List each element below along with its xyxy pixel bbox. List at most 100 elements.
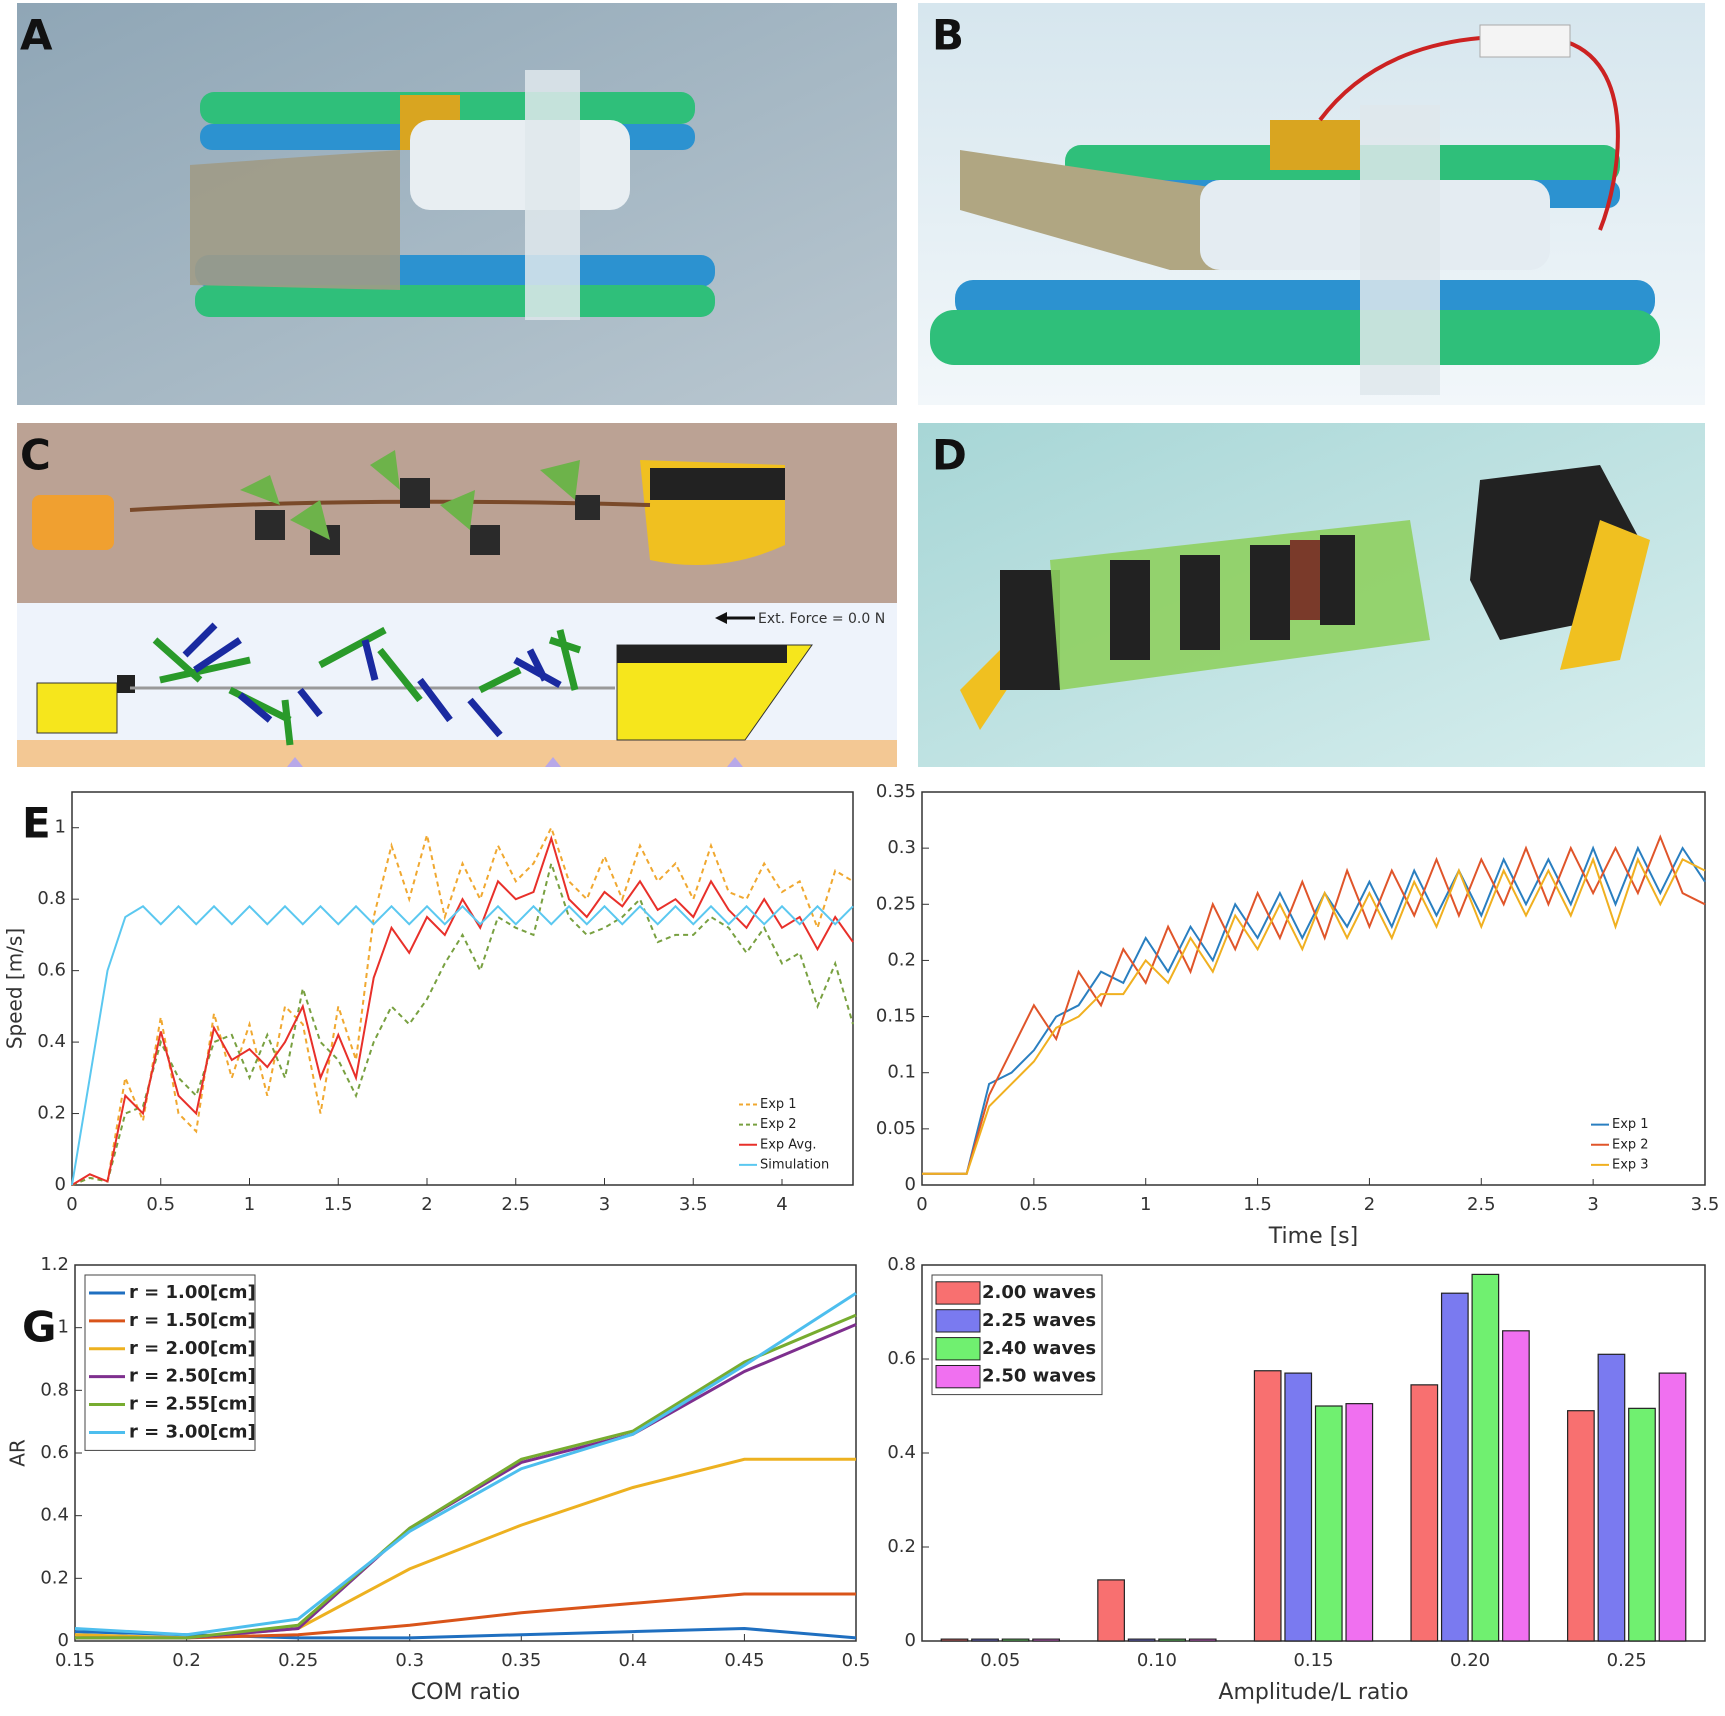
y-tick-label: 0: [905, 1174, 916, 1195]
x-tick-label: 2: [421, 1194, 432, 1215]
bar: [1658, 1372, 1687, 1642]
x-tick-label: 0.5: [146, 1194, 175, 1215]
y-tick-label: 0.3: [887, 837, 916, 858]
x-axis-label: COM ratio: [411, 1680, 520, 1705]
bar: [1314, 1405, 1343, 1642]
x-tick-label: 3: [599, 1194, 610, 1215]
bar: [1001, 1638, 1030, 1642]
y-tick-label: 0.4: [40, 1505, 69, 1526]
legend-label: r = 1.50[cm]: [129, 1310, 256, 1331]
x-tick-label: 0.35: [501, 1650, 541, 1671]
legend-label: r = 1.00[cm]: [129, 1282, 256, 1303]
x-tick-label: 1.5: [324, 1194, 353, 1215]
x-tick-label: 0.05: [980, 1650, 1020, 1671]
bar: [1471, 1273, 1500, 1642]
bar: [1345, 1403, 1374, 1642]
panel-label: A: [20, 11, 53, 60]
y-tick-label: 0.6: [887, 1348, 916, 1369]
bar: [1253, 1370, 1282, 1642]
legend-label: 2.40 waves: [982, 1338, 1096, 1359]
y-axis-label: Speed [m/s]: [3, 928, 27, 1049]
x-tick-label: 0.2: [172, 1650, 201, 1671]
y-tick-label: 0.2: [37, 1103, 66, 1124]
bar: [971, 1638, 999, 1642]
x-tick-label: 3: [1587, 1194, 1598, 1215]
y-tick-label: 0.8: [887, 1254, 916, 1275]
y-tick-label: 1: [58, 1317, 69, 1338]
data-line: [75, 1313, 857, 1640]
y-tick-label: 0.1: [887, 1062, 916, 1083]
panel-label: B: [932, 11, 964, 60]
x-tick-label: 4: [776, 1194, 787, 1215]
x-tick-label: 1: [244, 1194, 255, 1215]
x-tick-label: 0.15: [55, 1650, 95, 1671]
bar: [1597, 1353, 1626, 1642]
photo-b: [918, 3, 1705, 405]
legend-label: Exp 2: [760, 1117, 797, 1132]
x-tick-label: 2: [1364, 1194, 1375, 1215]
bar: [1158, 1638, 1187, 1642]
x-tick-label: 0.45: [724, 1650, 764, 1671]
y-tick-label: 0.2: [40, 1567, 69, 1588]
bar: [1284, 1372, 1313, 1642]
legend-swatch: [935, 1337, 981, 1361]
bar: [1188, 1638, 1217, 1642]
panel-label: D: [932, 431, 967, 480]
legend-box: [84, 1274, 256, 1451]
data-line: [74, 1291, 857, 1637]
data-line: [71, 835, 854, 1186]
legend-label: 2.00 waves: [982, 1282, 1096, 1303]
photo-c: [17, 423, 897, 603]
x-tick-label: 3.5: [1691, 1194, 1720, 1215]
bar: [940, 1638, 969, 1642]
y-tick-label: 0: [58, 1630, 69, 1651]
x-tick-label: 0: [66, 1194, 77, 1215]
y-tick-label: 1.2: [40, 1254, 69, 1275]
y-tick-label: 0.4: [37, 1031, 66, 1052]
bar: [1127, 1638, 1156, 1642]
legend-label: Simulation: [760, 1157, 829, 1172]
legend-label: Exp 1: [760, 1097, 797, 1112]
y-tick-label: 0: [905, 1630, 916, 1651]
x-tick-label: 2.5: [501, 1194, 530, 1215]
x-axis-label: Amplitude/L ratio: [1218, 1680, 1408, 1705]
legend-label: Exp 3: [1612, 1157, 1649, 1172]
x-tick-label: 1: [1140, 1194, 1151, 1215]
x-tick-label: 1.5: [1243, 1194, 1272, 1215]
legend-label: 2.25 waves: [982, 1310, 1096, 1331]
legend-label: r = 2.00[cm]: [129, 1338, 256, 1359]
y-axis-label: AR: [6, 1439, 30, 1467]
y-tick-label: 0.35: [876, 781, 916, 802]
panel-label: E: [22, 799, 51, 848]
bar: [1097, 1579, 1125, 1642]
x-tick-label: 0.15: [1293, 1650, 1333, 1671]
data-line: [71, 904, 854, 1186]
bar: [1628, 1407, 1656, 1642]
x-tick-label: 0.25: [278, 1650, 318, 1671]
bar: [1440, 1292, 1469, 1642]
y-tick-label: 0.8: [37, 888, 66, 909]
data-line: [71, 825, 854, 1186]
y-tick-label: 0.2: [887, 949, 916, 970]
panel-label: C: [20, 431, 51, 480]
x-tick-label: 0.20: [1450, 1650, 1490, 1671]
data-line: [922, 856, 1706, 1175]
x-tick-label: 3.5: [679, 1194, 708, 1215]
bar: [1502, 1330, 1530, 1642]
panel-label: G: [22, 1303, 56, 1352]
y-tick-label: 0.8: [40, 1379, 69, 1400]
y-tick-label: 0: [55, 1174, 66, 1195]
x-tick-label: 0.3: [395, 1650, 424, 1671]
bar: [1410, 1384, 1439, 1642]
legend-label: Exp 2: [1612, 1137, 1649, 1152]
x-tick-label: 0.5: [842, 1650, 871, 1671]
x-tick-label: 0.5: [1020, 1194, 1049, 1215]
legend-label: r = 3.00[cm]: [129, 1421, 256, 1442]
x-axis-label: Time [s]: [1268, 1224, 1358, 1249]
y-tick-label: 0.6: [37, 960, 66, 981]
legend-swatch: [935, 1309, 981, 1333]
y-tick-label: 0.15: [876, 1006, 916, 1027]
legend-label: r = 2.55[cm]: [129, 1394, 256, 1415]
photo-d: [918, 423, 1705, 767]
